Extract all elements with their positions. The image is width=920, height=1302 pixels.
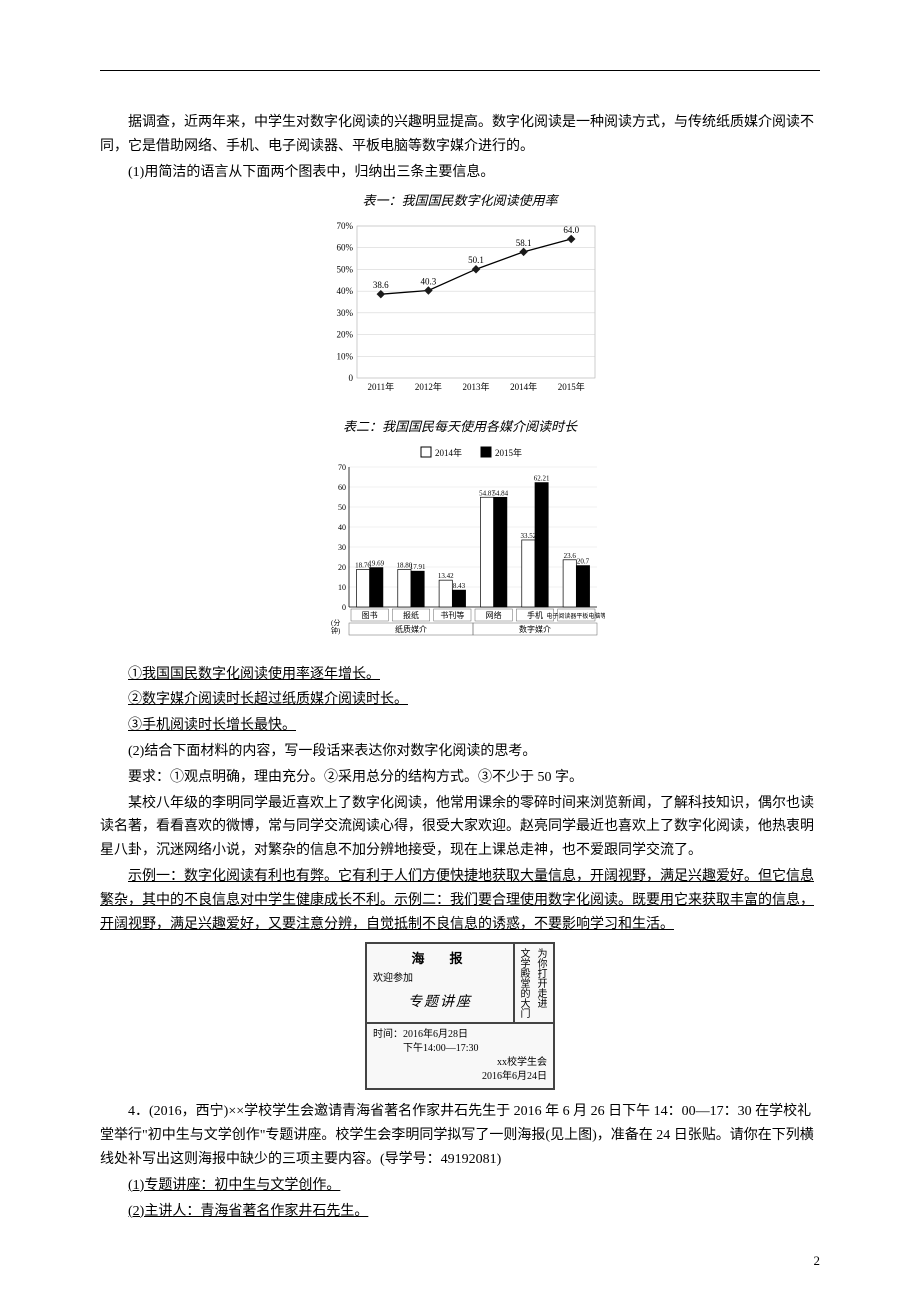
poster-sign-1: xx校学生会	[373, 1056, 547, 1070]
svg-text:50.1: 50.1	[468, 256, 484, 266]
svg-text:40.3: 40.3	[421, 277, 437, 287]
poster-side-2: 为你打开走进	[532, 944, 549, 1022]
svg-text:64.0: 64.0	[563, 226, 579, 236]
answer4-1-text: (1)专题讲座：初中生与文学创作。	[128, 1178, 340, 1193]
svg-text:8.43: 8.43	[453, 582, 466, 590]
question-2: (2)结合下面材料的内容，写一段话来表达你对数字化阅读的思考。	[100, 740, 820, 764]
svg-text:62.21: 62.21	[534, 474, 550, 482]
answer1-2: ②数字媒介阅读时长超过纸质媒介阅读时长。	[100, 688, 820, 712]
svg-text:0: 0	[342, 603, 346, 612]
page-number: 2	[814, 1250, 821, 1272]
poster-side-1: 文学殿堂的大门	[515, 944, 532, 1022]
svg-text:20%: 20%	[337, 330, 354, 340]
answer1-3: ③手机阅读时长增长最快。	[100, 714, 820, 738]
svg-text:20.7: 20.7	[577, 557, 590, 565]
svg-text:图书: 图书	[362, 610, 378, 620]
svg-text:(分: (分	[331, 618, 340, 627]
svg-text:报纸: 报纸	[403, 610, 419, 620]
svg-text:17.91: 17.91	[410, 563, 426, 571]
svg-text:40%: 40%	[337, 287, 354, 297]
intro-paragraph: 据调查，近两年来，中学生对数字化阅读的兴趣明显提高。数字化阅读是一种阅读方式，与…	[100, 111, 820, 159]
poster-lecture: 专题讲座	[373, 991, 507, 1015]
svg-text:50%: 50%	[337, 265, 354, 275]
svg-text:23.6: 23.6	[564, 551, 577, 559]
svg-text:60%: 60%	[337, 243, 354, 253]
answer4-1: (1)专题讲座：初中生与文学创作。	[100, 1174, 820, 1198]
svg-text:2015年: 2015年	[558, 381, 585, 392]
poster: 海 报 欢迎参加 专题讲座 文学殿堂的大门 为你打开走进 时间：2016年6月2…	[365, 942, 555, 1090]
chart2-title: 表二：我国国民每天使用各媒介阅读时长	[100, 416, 820, 438]
svg-text:2011年: 2011年	[367, 381, 394, 392]
poster-title: 海 报	[373, 948, 507, 970]
svg-text:纸质媒介: 纸质媒介	[395, 624, 427, 634]
question-2-req: 要求：①观点明确，理由充分。②采用总分的结构方式。③不少于 50 字。	[100, 766, 820, 790]
svg-text:70%: 70%	[337, 221, 354, 231]
svg-text:2014年: 2014年	[435, 447, 462, 458]
chart2: 2014年2015年01020304050607018.7619.69图书18.…	[100, 443, 820, 653]
poster-sign-2: 2016年6月24日	[373, 1070, 547, 1084]
svg-text:38.6: 38.6	[373, 281, 389, 291]
answer1-1: ①我国国民数字化阅读使用率逐年增长。	[100, 663, 820, 687]
material-paragraph: 某校八年级的李明同学最近喜欢上了数字化阅读，他常用课余的零碎时间来浏览新闻，了解…	[100, 792, 820, 863]
svg-text:手机: 手机	[527, 610, 543, 620]
svg-text:10: 10	[338, 583, 346, 592]
svg-text:10%: 10%	[337, 352, 354, 362]
svg-text:2014年: 2014年	[510, 381, 537, 392]
chart1: 0 10% 20% 30% 40% 50% 60% 70% 2011年 2012年 2013年 201…	[100, 216, 820, 406]
top-rule	[100, 70, 820, 71]
svg-text:13.42: 13.42	[438, 572, 454, 580]
svg-text:2015年: 2015年	[495, 447, 522, 458]
svg-text:50: 50	[338, 503, 346, 512]
answer4-2-text: (2)主讲人：青海省著名作家井石先生。	[128, 1204, 368, 1219]
poster-welcome: 欢迎参加	[373, 970, 507, 987]
question-1: (1)用简洁的语言从下面两个图表中，归纳出三条主要信息。	[100, 161, 820, 185]
svg-text:70: 70	[338, 463, 346, 472]
svg-text:60: 60	[338, 483, 346, 492]
svg-text:58.1: 58.1	[516, 238, 532, 248]
svg-text:33.52: 33.52	[521, 532, 537, 540]
answer4-2: (2)主讲人：青海省著名作家井石先生。	[100, 1200, 820, 1224]
svg-text:2012年: 2012年	[415, 381, 442, 392]
svg-text:数字媒介: 数字媒介	[519, 624, 551, 634]
svg-text:书刊等: 书刊等	[440, 610, 464, 620]
svg-text:20: 20	[338, 563, 346, 572]
svg-text:40: 40	[338, 523, 346, 532]
poster-time-1: 时间：2016年6月28日	[373, 1028, 547, 1042]
svg-text:54.84: 54.84	[492, 489, 508, 497]
poster-time-2: 下午14:00—17:30	[373, 1042, 547, 1056]
svg-text:30: 30	[338, 543, 346, 552]
svg-text:30%: 30%	[337, 308, 354, 318]
svg-text:电子阅读器平板电脑等: 电子阅读器平板电脑等	[546, 612, 605, 620]
question-4: 4．(2016，西宁)××学校学生会邀请青海省著名作家井石先生于 2016 年 …	[100, 1100, 820, 1171]
svg-text:0: 0	[349, 373, 354, 383]
answer2: 示例一：数字化阅读有利也有弊。它有利于人们方便快捷地获取大量信息，开阔视野，满足…	[100, 865, 820, 936]
svg-text:19.69: 19.69	[368, 559, 384, 567]
chart1-title: 表一：我国国民数字化阅读使用率	[100, 190, 820, 212]
svg-text:2013年: 2013年	[462, 381, 489, 392]
svg-text:网络: 网络	[486, 610, 502, 620]
svg-text:钟): 钟)	[331, 626, 341, 635]
